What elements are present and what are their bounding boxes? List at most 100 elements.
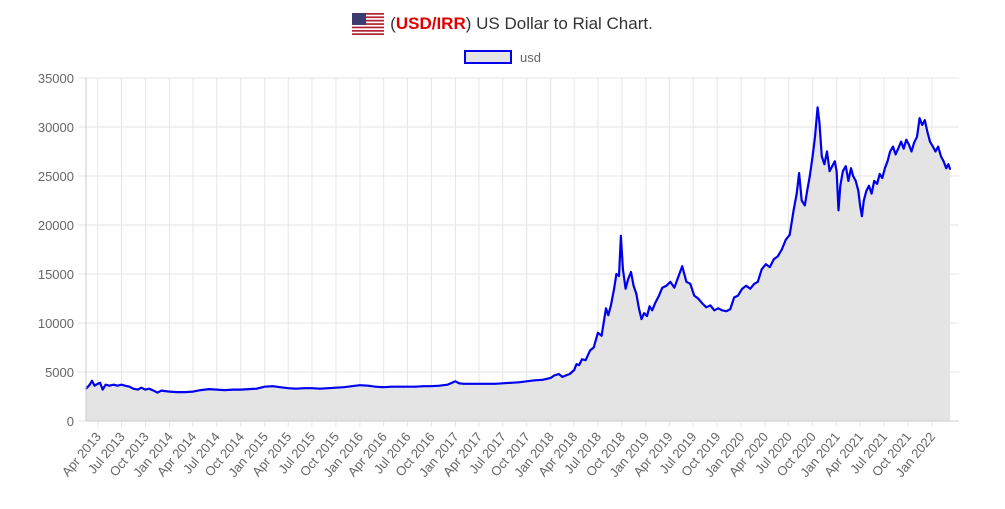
y-tick-label: 20000 [38, 218, 74, 233]
us-flag-icon [352, 13, 385, 35]
data-point [398, 385, 401, 388]
data-point [438, 384, 441, 387]
data-point [808, 175, 811, 177]
legend-label-usd[interactable]: usd [520, 49, 541, 65]
data-point [916, 135, 918, 138]
data-point [673, 286, 676, 289]
data-point [760, 268, 763, 270]
data-point [561, 376, 564, 378]
data-point [99, 381, 101, 384]
data-point [343, 386, 345, 389]
data-point [597, 331, 599, 334]
data-point [303, 387, 305, 390]
data-point [839, 184, 842, 187]
data-point [478, 382, 480, 385]
data-point [897, 147, 900, 150]
y-tick-label: 35000 [38, 71, 74, 86]
data-point [837, 209, 840, 212]
data-point [820, 155, 823, 158]
data-point [613, 287, 615, 290]
data-point [753, 282, 756, 285]
data-point [913, 141, 915, 144]
data-point [910, 150, 913, 153]
data-point [509, 381, 512, 384]
title-close-paren: ) [465, 14, 472, 33]
y-tick-label: 15000 [38, 267, 74, 282]
data-point [618, 275, 620, 277]
title-text: US Dollar to Rial Chart. [476, 14, 653, 33]
data-point [852, 175, 854, 177]
data-point [208, 388, 210, 390]
data-point [279, 386, 281, 389]
data-point [454, 380, 457, 383]
data-point [894, 153, 897, 156]
data-point [374, 385, 377, 388]
data-point [833, 160, 836, 163]
data-point [640, 318, 643, 320]
data-point [725, 310, 728, 313]
data-point [367, 384, 369, 387]
title-open-paren: ( [390, 14, 396, 33]
data-point [749, 287, 752, 290]
data-point [835, 170, 838, 173]
data-point [934, 150, 937, 153]
data-point [780, 248, 783, 251]
data-point [565, 374, 567, 377]
data-point [658, 294, 660, 297]
data-point [831, 165, 834, 168]
data-point [176, 391, 179, 393]
data-point [382, 386, 385, 389]
data-point [335, 386, 337, 389]
data-point [88, 383, 91, 386]
data-point [446, 383, 449, 386]
data-point [776, 255, 779, 258]
data-point [878, 173, 881, 175]
data-point [132, 387, 135, 390]
data-point [929, 140, 931, 143]
data-point [709, 304, 712, 307]
data-point [192, 390, 194, 393]
data-point [620, 234, 622, 237]
chart-legend[interactable]: usd [0, 48, 1005, 66]
data-point [199, 389, 202, 391]
data-point [892, 145, 894, 148]
data-point [101, 388, 104, 391]
data-point [615, 273, 618, 275]
data-point [693, 294, 696, 297]
y-tick-label: 25000 [38, 169, 74, 184]
data-point [600, 334, 603, 337]
data-point [632, 284, 635, 287]
data-point [96, 382, 99, 385]
data-point [584, 359, 587, 362]
data-point [359, 384, 361, 387]
data-point [745, 284, 747, 287]
data-point [803, 204, 806, 207]
data-point [697, 297, 699, 300]
data-point [661, 286, 664, 289]
data-point [932, 145, 934, 148]
data-point [905, 138, 908, 141]
data-point [525, 380, 528, 383]
data-point [430, 385, 433, 388]
data-point [635, 292, 638, 295]
data-point [681, 265, 684, 268]
data-point [493, 382, 496, 385]
data-point [624, 287, 627, 290]
data-point [622, 268, 624, 270]
data-point [646, 315, 648, 317]
data-point [826, 150, 828, 153]
data-point [947, 163, 950, 166]
data-point [271, 385, 274, 388]
data-point [765, 263, 767, 266]
data-point [578, 364, 580, 366]
data-point [553, 374, 556, 377]
data-point [859, 204, 861, 207]
data-point [784, 238, 787, 241]
data-point [926, 131, 929, 133]
data-point [648, 305, 651, 308]
data-point [152, 389, 155, 392]
data-point [733, 296, 735, 299]
data-point [850, 167, 852, 170]
data-point [406, 385, 409, 388]
legend-swatch-usd[interactable] [464, 50, 513, 64]
